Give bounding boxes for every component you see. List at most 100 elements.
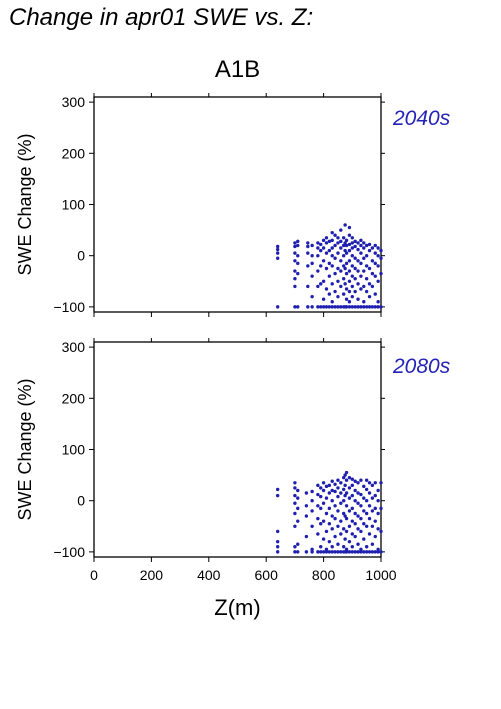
data-point xyxy=(344,238,349,243)
data-point xyxy=(293,524,297,528)
data-point xyxy=(333,305,337,309)
data-point xyxy=(296,550,300,554)
data-point xyxy=(359,478,363,482)
y-axis-label: SWE Change (%) xyxy=(15,133,35,275)
data-point xyxy=(367,266,372,271)
data-point xyxy=(353,511,357,516)
data-point xyxy=(347,496,352,500)
data-point xyxy=(333,489,337,494)
data-point xyxy=(362,246,366,250)
data-point xyxy=(347,475,352,480)
data-point xyxy=(306,251,310,255)
data-point xyxy=(353,277,357,281)
data-point xyxy=(316,516,320,521)
data-point xyxy=(370,550,375,554)
data-point xyxy=(319,494,323,499)
data-point xyxy=(293,284,297,289)
data-point xyxy=(359,492,363,497)
data-point xyxy=(319,486,323,490)
data-point xyxy=(333,482,337,487)
data-point xyxy=(275,539,280,544)
data-point xyxy=(319,550,323,554)
data-point xyxy=(336,486,340,490)
data-point xyxy=(353,289,357,294)
data-point xyxy=(350,532,354,536)
data-point xyxy=(350,264,354,268)
data-point xyxy=(376,527,380,531)
data-point xyxy=(343,223,347,227)
data-point xyxy=(347,539,352,544)
data-point xyxy=(316,504,320,508)
data-point xyxy=(339,491,343,495)
data-point xyxy=(364,487,369,492)
data-point xyxy=(275,487,280,492)
data-point xyxy=(316,550,320,554)
data-point xyxy=(359,251,363,255)
data-point xyxy=(310,547,314,552)
data-point xyxy=(296,239,300,244)
data-point xyxy=(333,243,337,248)
data-point xyxy=(327,483,332,488)
data-point xyxy=(376,511,380,516)
data-point xyxy=(330,545,334,549)
data-point xyxy=(373,519,377,523)
data-point xyxy=(306,305,310,309)
data-point xyxy=(344,529,349,534)
data-point xyxy=(347,305,352,309)
data-point xyxy=(364,545,369,549)
data-point xyxy=(293,244,297,249)
data-point xyxy=(296,253,300,258)
data-point xyxy=(341,253,346,258)
data-point xyxy=(339,246,343,250)
data-point xyxy=(339,305,343,309)
data-point xyxy=(367,550,372,554)
data-point xyxy=(359,529,363,534)
data-point xyxy=(310,498,314,503)
data-point xyxy=(310,274,314,278)
data-point xyxy=(327,539,332,544)
data-point xyxy=(359,243,363,248)
data-point xyxy=(333,233,337,237)
data-point xyxy=(293,241,297,245)
data-point xyxy=(350,519,354,523)
data-point xyxy=(362,509,366,513)
data-point xyxy=(275,493,280,498)
data-point xyxy=(336,305,340,309)
data-point xyxy=(321,537,326,541)
data-point xyxy=(356,247,360,252)
data-point xyxy=(347,279,352,283)
data-point xyxy=(362,484,366,489)
data-point xyxy=(333,550,337,554)
data-point xyxy=(344,297,349,301)
data-point xyxy=(310,509,314,513)
data-point xyxy=(306,264,310,268)
data-point xyxy=(324,496,329,500)
data-point xyxy=(364,289,369,294)
data-point xyxy=(336,478,340,482)
data-point xyxy=(296,488,300,493)
data-point xyxy=(304,504,309,508)
data-point xyxy=(310,524,314,528)
data-point xyxy=(356,542,360,546)
data-point xyxy=(353,479,357,483)
data-point xyxy=(316,492,320,497)
data-point xyxy=(321,519,326,523)
data-point xyxy=(356,501,360,505)
data-point xyxy=(370,246,375,250)
data-point xyxy=(293,259,297,263)
data-point xyxy=(293,545,297,549)
data-point xyxy=(367,491,372,495)
data-point xyxy=(310,243,314,248)
y-tick-label: 200 xyxy=(62,390,86,406)
data-point xyxy=(330,305,334,309)
data-point xyxy=(370,271,375,276)
data-point xyxy=(296,261,300,266)
data-point xyxy=(344,550,349,554)
data-point xyxy=(362,496,366,500)
data-point xyxy=(336,236,340,240)
data-point xyxy=(310,261,314,266)
data-point xyxy=(356,282,360,286)
data-point xyxy=(344,491,349,495)
data-point xyxy=(373,534,377,539)
data-point xyxy=(293,511,297,516)
